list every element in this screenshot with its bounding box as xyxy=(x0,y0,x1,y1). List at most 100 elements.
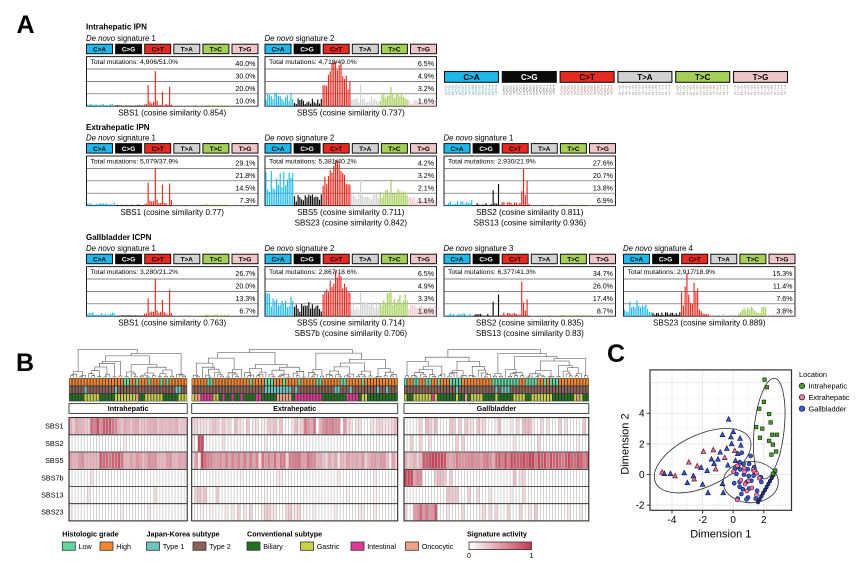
svg-text:C>G: C>G xyxy=(479,257,492,264)
svg-text:-4: -4 xyxy=(668,515,677,526)
svg-text:1.1%: 1.1% xyxy=(418,197,435,205)
svg-text:C>T: C>T xyxy=(152,47,164,54)
svg-text:Signature activity: Signature activity xyxy=(467,530,527,539)
svg-text:-2: -2 xyxy=(698,515,707,526)
svg-text:T>G: T>G xyxy=(417,257,430,264)
svg-text:10.0%: 10.0% xyxy=(235,97,256,105)
svg-text:Intrahepatic: Intrahepatic xyxy=(108,404,149,413)
svg-text:T>C: T>C xyxy=(695,73,711,82)
svg-text:Low: Low xyxy=(79,542,93,551)
svg-text:2.1%: 2.1% xyxy=(418,184,435,192)
svg-text:C>T: C>T xyxy=(330,47,342,54)
svg-text:SBS23: SBS23 xyxy=(41,508,63,517)
svg-text:3.2%: 3.2% xyxy=(418,85,435,93)
svg-text:C>A: C>A xyxy=(630,257,643,264)
svg-text:C>G: C>G xyxy=(521,73,538,82)
svg-text:C>G: C>G xyxy=(300,47,313,54)
svg-text:4.2%: 4.2% xyxy=(418,160,435,168)
svg-text:Intrahepatic IPN: Intrahepatic IPN xyxy=(86,23,147,32)
svg-text:Gallbladder: Gallbladder xyxy=(809,404,847,413)
svg-text:40.0%: 40.0% xyxy=(235,60,256,68)
svg-text:T>C: T>C xyxy=(210,257,223,264)
svg-text:C>T: C>T xyxy=(509,146,521,153)
svg-text:ACGTACGTACGTACGT: ACGTACGTACGTACGT xyxy=(618,92,671,97)
svg-text:De novo signature 2: De novo signature 2 xyxy=(265,34,335,43)
svg-text:T>C: T>C xyxy=(388,47,401,54)
svg-text:Total mutations: 2,867/18.6%: Total mutations: 2,867/18.6% xyxy=(269,269,357,276)
svg-text:Gallbladder ICPN: Gallbladder ICPN xyxy=(86,233,152,242)
svg-text:4: 4 xyxy=(639,409,645,420)
svg-text:ACGTACGTACGTACGT: ACGTACGTACGTACGT xyxy=(561,92,614,97)
svg-text:Biliary: Biliary xyxy=(263,542,283,551)
svg-text:De novo signature 3: De novo signature 3 xyxy=(444,244,514,253)
svg-text:SBS23 (cosine similarity 0.889: SBS23 (cosine similarity 0.889) xyxy=(653,319,766,328)
svg-text:13.3%: 13.3% xyxy=(235,295,256,303)
svg-text:T>G: T>G xyxy=(417,146,430,153)
svg-text:Gallbladder: Gallbladder xyxy=(477,404,517,413)
svg-text:T>A: T>A xyxy=(359,47,372,54)
svg-text:Japan-Korea subtype: Japan-Korea subtype xyxy=(147,530,220,539)
svg-text:Gastric: Gastric xyxy=(317,542,340,551)
svg-text:T>A: T>A xyxy=(359,257,372,264)
svg-text:Extrahepatic: Extrahepatic xyxy=(273,404,316,413)
svg-text:17.4%: 17.4% xyxy=(593,295,614,303)
svg-text:4.9%: 4.9% xyxy=(418,73,435,81)
svg-text:6.7%: 6.7% xyxy=(239,307,256,315)
svg-text:7.6%: 7.6% xyxy=(776,295,793,303)
svg-text:C>G: C>G xyxy=(122,146,135,153)
svg-text:De novo signature 1: De novo signature 1 xyxy=(86,34,156,43)
svg-text:C>A: C>A xyxy=(93,257,106,264)
svg-text:T>G: T>G xyxy=(596,257,609,264)
svg-text:Dimension 2: Dimension 2 xyxy=(620,413,632,474)
svg-text:C>A: C>A xyxy=(272,257,285,264)
svg-text:Histologic grade: Histologic grade xyxy=(62,530,118,539)
svg-text:C>A: C>A xyxy=(272,146,285,153)
svg-text:SBS2 (cosine similarity 0.811): SBS2 (cosine similarity 0.811) xyxy=(476,208,584,217)
svg-text:SBS2 (cosine similarity 0.835): SBS2 (cosine similarity 0.835) xyxy=(476,319,584,328)
svg-text:Intestinal: Intestinal xyxy=(367,542,396,551)
svg-text:Total mutations: 4,718/49.0%: Total mutations: 4,718/49.0% xyxy=(269,59,357,66)
svg-text:3.3%: 3.3% xyxy=(418,295,435,303)
svg-text:Extrahepatic IPN: Extrahepatic IPN xyxy=(86,123,150,132)
svg-text:C>T: C>T xyxy=(579,73,594,82)
svg-text:26.7%: 26.7% xyxy=(235,270,256,278)
svg-text:T>C: T>C xyxy=(567,146,580,153)
svg-text:SBS5 (cosine similarity 0.737): SBS5 (cosine similarity 0.737) xyxy=(297,109,405,118)
svg-text:T>G: T>G xyxy=(753,73,769,82)
svg-text:ACGTACGTACGTACGT: ACGTACGTACGTACGT xyxy=(734,92,787,97)
svg-text:3.8%: 3.8% xyxy=(776,307,793,315)
svg-text:SBS5 (cosine similarity 0.711): SBS5 (cosine similarity 0.711) xyxy=(297,208,405,217)
svg-text:SBS5: SBS5 xyxy=(45,456,63,465)
svg-text:T>C: T>C xyxy=(210,47,223,54)
svg-text:SBS23 (cosine similarity 0.842: SBS23 (cosine similarity 0.842) xyxy=(295,219,408,228)
svg-text:C>G: C>G xyxy=(300,146,313,153)
svg-text:High: High xyxy=(116,542,131,551)
svg-text:T>A: T>A xyxy=(718,257,731,264)
svg-text:C>A: C>A xyxy=(451,257,464,264)
svg-text:Conventional subtype: Conventional subtype xyxy=(247,530,322,539)
svg-text:C>A: C>A xyxy=(272,47,285,54)
svg-text:2: 2 xyxy=(761,515,767,526)
svg-text:T>A: T>A xyxy=(359,146,372,153)
svg-text:2: 2 xyxy=(639,439,645,450)
svg-text:14.5%: 14.5% xyxy=(235,184,256,192)
svg-text:T>C: T>C xyxy=(567,257,580,264)
svg-text:C>T: C>T xyxy=(330,146,342,153)
svg-text:De novo signature 1: De novo signature 1 xyxy=(444,133,514,142)
svg-text:C>A: C>A xyxy=(463,73,479,82)
svg-text:21.8%: 21.8% xyxy=(235,172,256,180)
svg-text:T>G: T>G xyxy=(239,257,252,264)
svg-text:De novo signature 2: De novo signature 2 xyxy=(265,244,335,253)
svg-text:Extrahepatic: Extrahepatic xyxy=(809,393,850,402)
svg-text:C>T: C>T xyxy=(152,257,164,264)
svg-text:7.3%: 7.3% xyxy=(239,197,256,205)
svg-text:T>A: T>A xyxy=(181,257,194,264)
svg-text:De novo signature 4: De novo signature 4 xyxy=(623,244,693,253)
svg-text:C: C xyxy=(607,340,625,368)
svg-text:SBS1 (cosine similarity 0.77): SBS1 (cosine similarity 0.77) xyxy=(120,208,224,217)
svg-text:Dimension 1: Dimension 1 xyxy=(690,529,751,541)
svg-text:T>G: T>G xyxy=(417,47,430,54)
svg-text:34.7%: 34.7% xyxy=(593,270,614,278)
svg-text:27.6%: 27.6% xyxy=(593,160,614,168)
svg-text:C>G: C>G xyxy=(479,146,492,153)
